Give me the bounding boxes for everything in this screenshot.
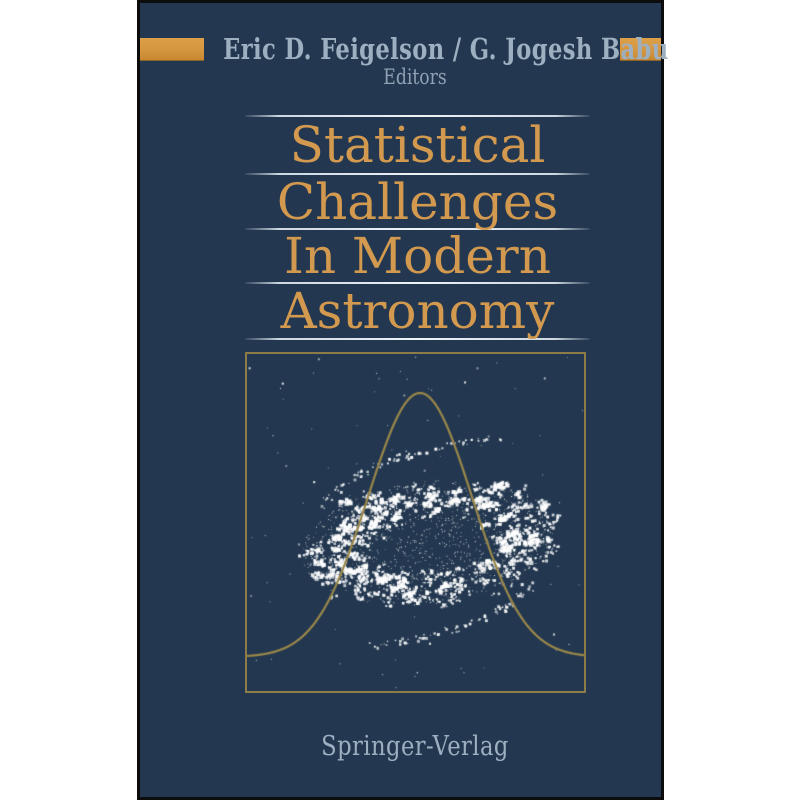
illustration-box — [245, 352, 586, 693]
title-rule — [245, 115, 590, 117]
editors-label: Editors — [383, 65, 447, 89]
accent-bar-left — [140, 38, 204, 61]
title-line-1: Statistical — [289, 116, 546, 174]
book-cover: Eric D. Feigelson / G. Jogesh Babu Edito… — [137, 0, 669, 800]
title-rule — [245, 282, 590, 284]
accent-bar-right — [620, 38, 661, 61]
title-rule — [245, 173, 590, 175]
title-rule — [245, 338, 590, 340]
title-line-3: In Modern — [284, 227, 551, 285]
galaxy-gaussian-illustration — [247, 354, 584, 691]
title-line-2: Challenges — [276, 172, 559, 231]
title-block: Statistical Challenges In Modern Astrono… — [245, 115, 590, 340]
author-line: Eric D. Feigelson / G. Jogesh Babu — [223, 32, 669, 66]
title-line-4: Astronomy — [280, 282, 555, 340]
title-rule — [245, 228, 590, 230]
publisher-name: Springer-Verlag — [321, 731, 509, 762]
